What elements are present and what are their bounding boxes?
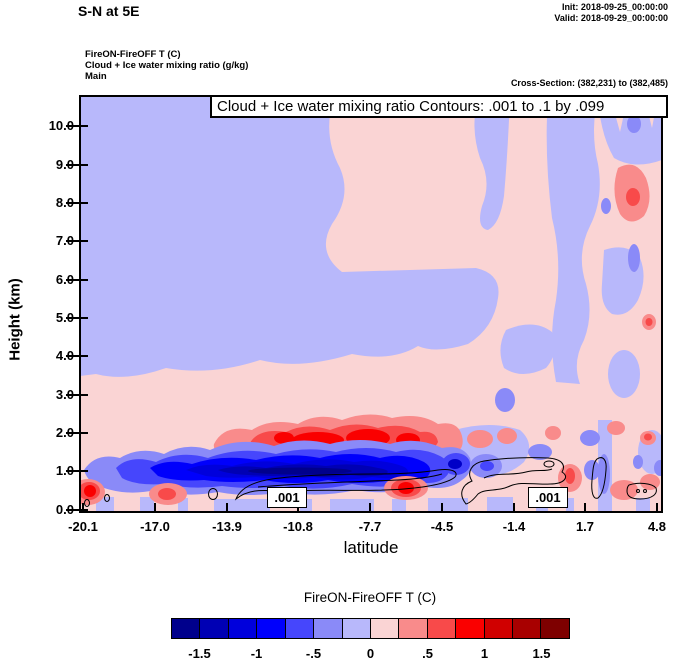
colorbar-cell	[256, 619, 285, 638]
y-tick-label: 3.0	[55, 387, 74, 402]
contour-label: .001	[267, 487, 307, 508]
colorbar-cell	[512, 619, 541, 638]
colorbar-cell	[341, 619, 370, 638]
x-tick-label: -1.4	[502, 519, 526, 534]
y-tick-label: 0.0	[55, 502, 74, 517]
mixing-ratio-contours	[84, 457, 657, 507]
y-tick-label: 2.0	[55, 425, 74, 440]
y-tick-label: 1.0	[55, 463, 74, 478]
y-axis-title: Height (km)	[6, 278, 24, 361]
x-tick-label: 1.7	[575, 519, 595, 534]
init-timestamp: Init: 2018-09-25_00:00:00	[561, 2, 668, 12]
y-tick-label: 4.0	[55, 348, 74, 363]
y-tick-label: 8.0	[55, 195, 74, 210]
legend-line-domain: Main	[85, 71, 107, 82]
colorbar-tick-label: -.5	[305, 646, 322, 661]
colorbar-tick-label: .5	[422, 646, 433, 661]
valid-timestamp: Valid: 2018-09-29_00:00:00	[554, 13, 668, 23]
colorbar-tick-label: -1.5	[188, 646, 211, 661]
colorbar-cell	[199, 619, 228, 638]
colorbar-cell	[483, 619, 513, 638]
colorbar-tick-label: 1	[480, 646, 489, 661]
x-tick-label: -13.9	[212, 519, 242, 534]
y-tick-label: 6.0	[55, 272, 74, 287]
x-axis-title: latitude	[343, 538, 399, 557]
legend-line-contour-field: Cloud + Ice water mixing ratio (g/kg)	[85, 60, 249, 71]
field-legend: FireON-FireOFF T (C) Cloud + Ice water m…	[85, 49, 248, 82]
colorbar-cell	[369, 619, 399, 638]
colorbar-cell	[284, 619, 314, 638]
scattered-surface-cells	[80, 430, 662, 505]
y-tick-label: 7.0	[55, 233, 74, 248]
page-title: S-N at 5E	[78, 3, 140, 19]
colorbar-cell	[540, 619, 569, 638]
colorbar-tick-label: -1	[250, 646, 263, 661]
x-tick-label: -7.7	[358, 519, 382, 534]
y-axis-ticks	[66, 125, 88, 511]
x-tick-label: -4.5	[430, 519, 454, 534]
colorbar-cell	[426, 619, 456, 638]
cross-section-coords: Cross-Section: (382,231) to (382,485)	[510, 78, 668, 88]
colorbar-title: FireON-FireOFF T (C)	[303, 590, 437, 605]
y-tick-label: 5.0	[55, 310, 74, 325]
colorbar-tick-label: 0	[366, 646, 375, 661]
filled-temperature-field	[80, 96, 662, 512]
x-tick-label: -10.8	[283, 519, 313, 534]
colorbar-cell	[227, 619, 257, 638]
colorbar-cells	[171, 618, 570, 639]
colorbar-cell	[172, 619, 200, 638]
colorbar-cell	[455, 619, 484, 638]
contour-label: .001	[528, 487, 568, 508]
y-tick-label: 10.0	[48, 118, 74, 133]
upper-level-cells	[126, 115, 656, 469]
y-tick-label: 9.0	[55, 157, 74, 172]
plot-title-box: Cloud + Ice water mixing ratio Contours:…	[210, 95, 668, 118]
x-tick-label: -17.0	[140, 519, 170, 534]
colorbar-tick-label: 1.5	[532, 646, 551, 661]
colorbar-cell	[398, 619, 427, 638]
x-tick-label: 4.8	[647, 519, 667, 534]
x-tick-label: -20.1	[68, 519, 98, 534]
legend-line-fill-field: FireON-FireOFF T (C)	[85, 49, 181, 60]
plot-title: Cloud + Ice water mixing ratio Contours:…	[217, 98, 605, 115]
colorbar-cell	[313, 619, 342, 638]
